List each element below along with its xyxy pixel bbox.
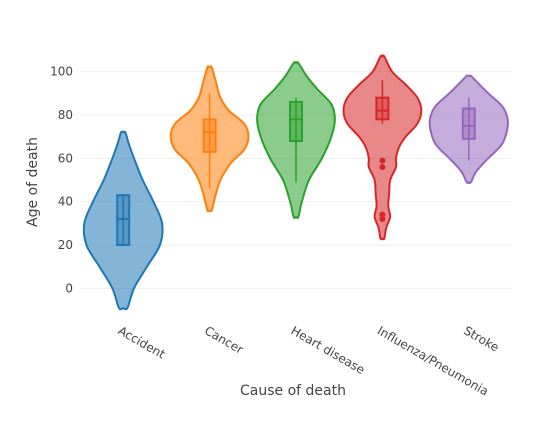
- box-iqr: [117, 195, 129, 245]
- outlier-point: [380, 158, 385, 163]
- outlier-point: [380, 165, 385, 170]
- box-iqr: [290, 102, 302, 141]
- x-tick-label: Cancer: [202, 323, 246, 356]
- y-tick-label: 20: [58, 238, 73, 252]
- y-tick-label: 80: [58, 108, 73, 122]
- box-iqr: [376, 98, 388, 120]
- violin-heart-disease: [257, 62, 335, 218]
- y-tick-label: 40: [58, 195, 73, 209]
- y-axis-title: Age of death: [25, 137, 41, 227]
- x-axis-title: Cause of death: [240, 383, 346, 399]
- box-iqr: [463, 109, 475, 139]
- y-tick-labels: 0 20 40 60 80 100: [50, 65, 73, 296]
- y-tick-label: 60: [58, 151, 73, 165]
- box-iqr: [204, 119, 216, 152]
- violin-cancer: [171, 66, 249, 211]
- x-tick-label: Accident: [116, 323, 168, 361]
- violin-influenza-pneumonia: [344, 55, 422, 239]
- y-tick-label: 100: [50, 65, 73, 79]
- x-tick-label: Stroke: [461, 323, 501, 354]
- x-tick-label: Heart disease: [289, 323, 368, 377]
- y-tick-label: 0: [65, 281, 73, 295]
- violin-stroke: [430, 76, 508, 183]
- violins: [84, 55, 508, 309]
- outlier-point: [380, 217, 385, 222]
